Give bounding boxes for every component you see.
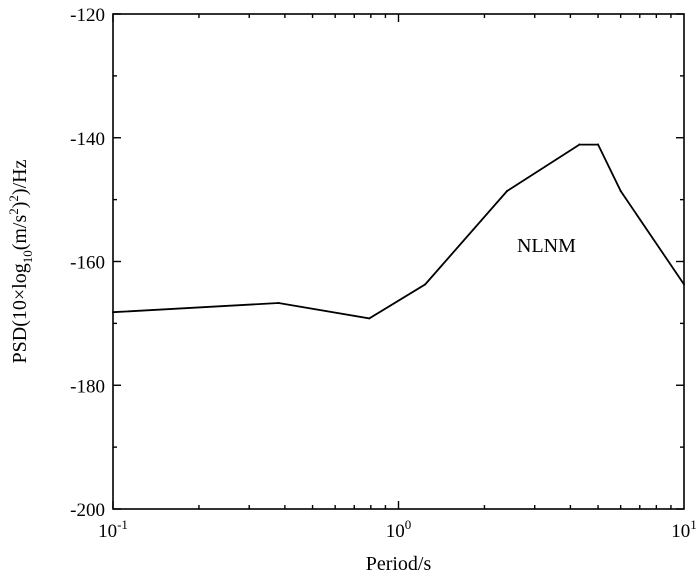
annotation-nlnm: NLNM	[517, 235, 576, 257]
y-axis-title-part-a: PSD(10×log	[9, 263, 31, 363]
data-point	[368, 317, 371, 320]
data-point	[506, 189, 509, 192]
data-point	[277, 301, 280, 304]
series-points	[112, 143, 685, 320]
data-point	[597, 143, 600, 146]
x-tick-label: 100	[386, 517, 412, 542]
plot-frame	[112, 13, 685, 510]
data-point	[578, 143, 581, 146]
y-axis-title-part-c: )	[9, 202, 31, 209]
y-tick-label: -200	[70, 500, 105, 521]
x-axis-title: Period/s	[366, 553, 432, 575]
y-tick-label: -120	[70, 5, 105, 26]
series-line-nlnm	[112, 143, 685, 320]
y-axis-title-superscript: 2	[6, 208, 21, 215]
y-axis-title: PSD(10×log10(m/s2)2)/Hz	[6, 159, 35, 363]
x-tick-label: 101	[671, 517, 697, 542]
y-axis-ticks: -200 -180 -160 -140 -120	[70, 5, 684, 521]
y-axis-title-subscript: 10	[20, 250, 35, 263]
data-point	[424, 283, 427, 286]
x-axis-ticks: 10-1 100 101	[98, 14, 697, 542]
data-point	[619, 189, 622, 192]
y-tick-label: -160	[70, 253, 105, 274]
y-tick-label: -180	[70, 376, 105, 397]
data-point	[112, 311, 114, 314]
y-axis-title-part-d: )/Hz	[9, 159, 31, 195]
y-tick-label: -140	[70, 129, 105, 150]
y-axis-title-part-b: (m/s	[9, 215, 31, 251]
y-axis-title-superscript-2: 2	[6, 195, 21, 202]
x-tick-label: 10-1	[98, 517, 128, 542]
data-point	[683, 283, 685, 286]
